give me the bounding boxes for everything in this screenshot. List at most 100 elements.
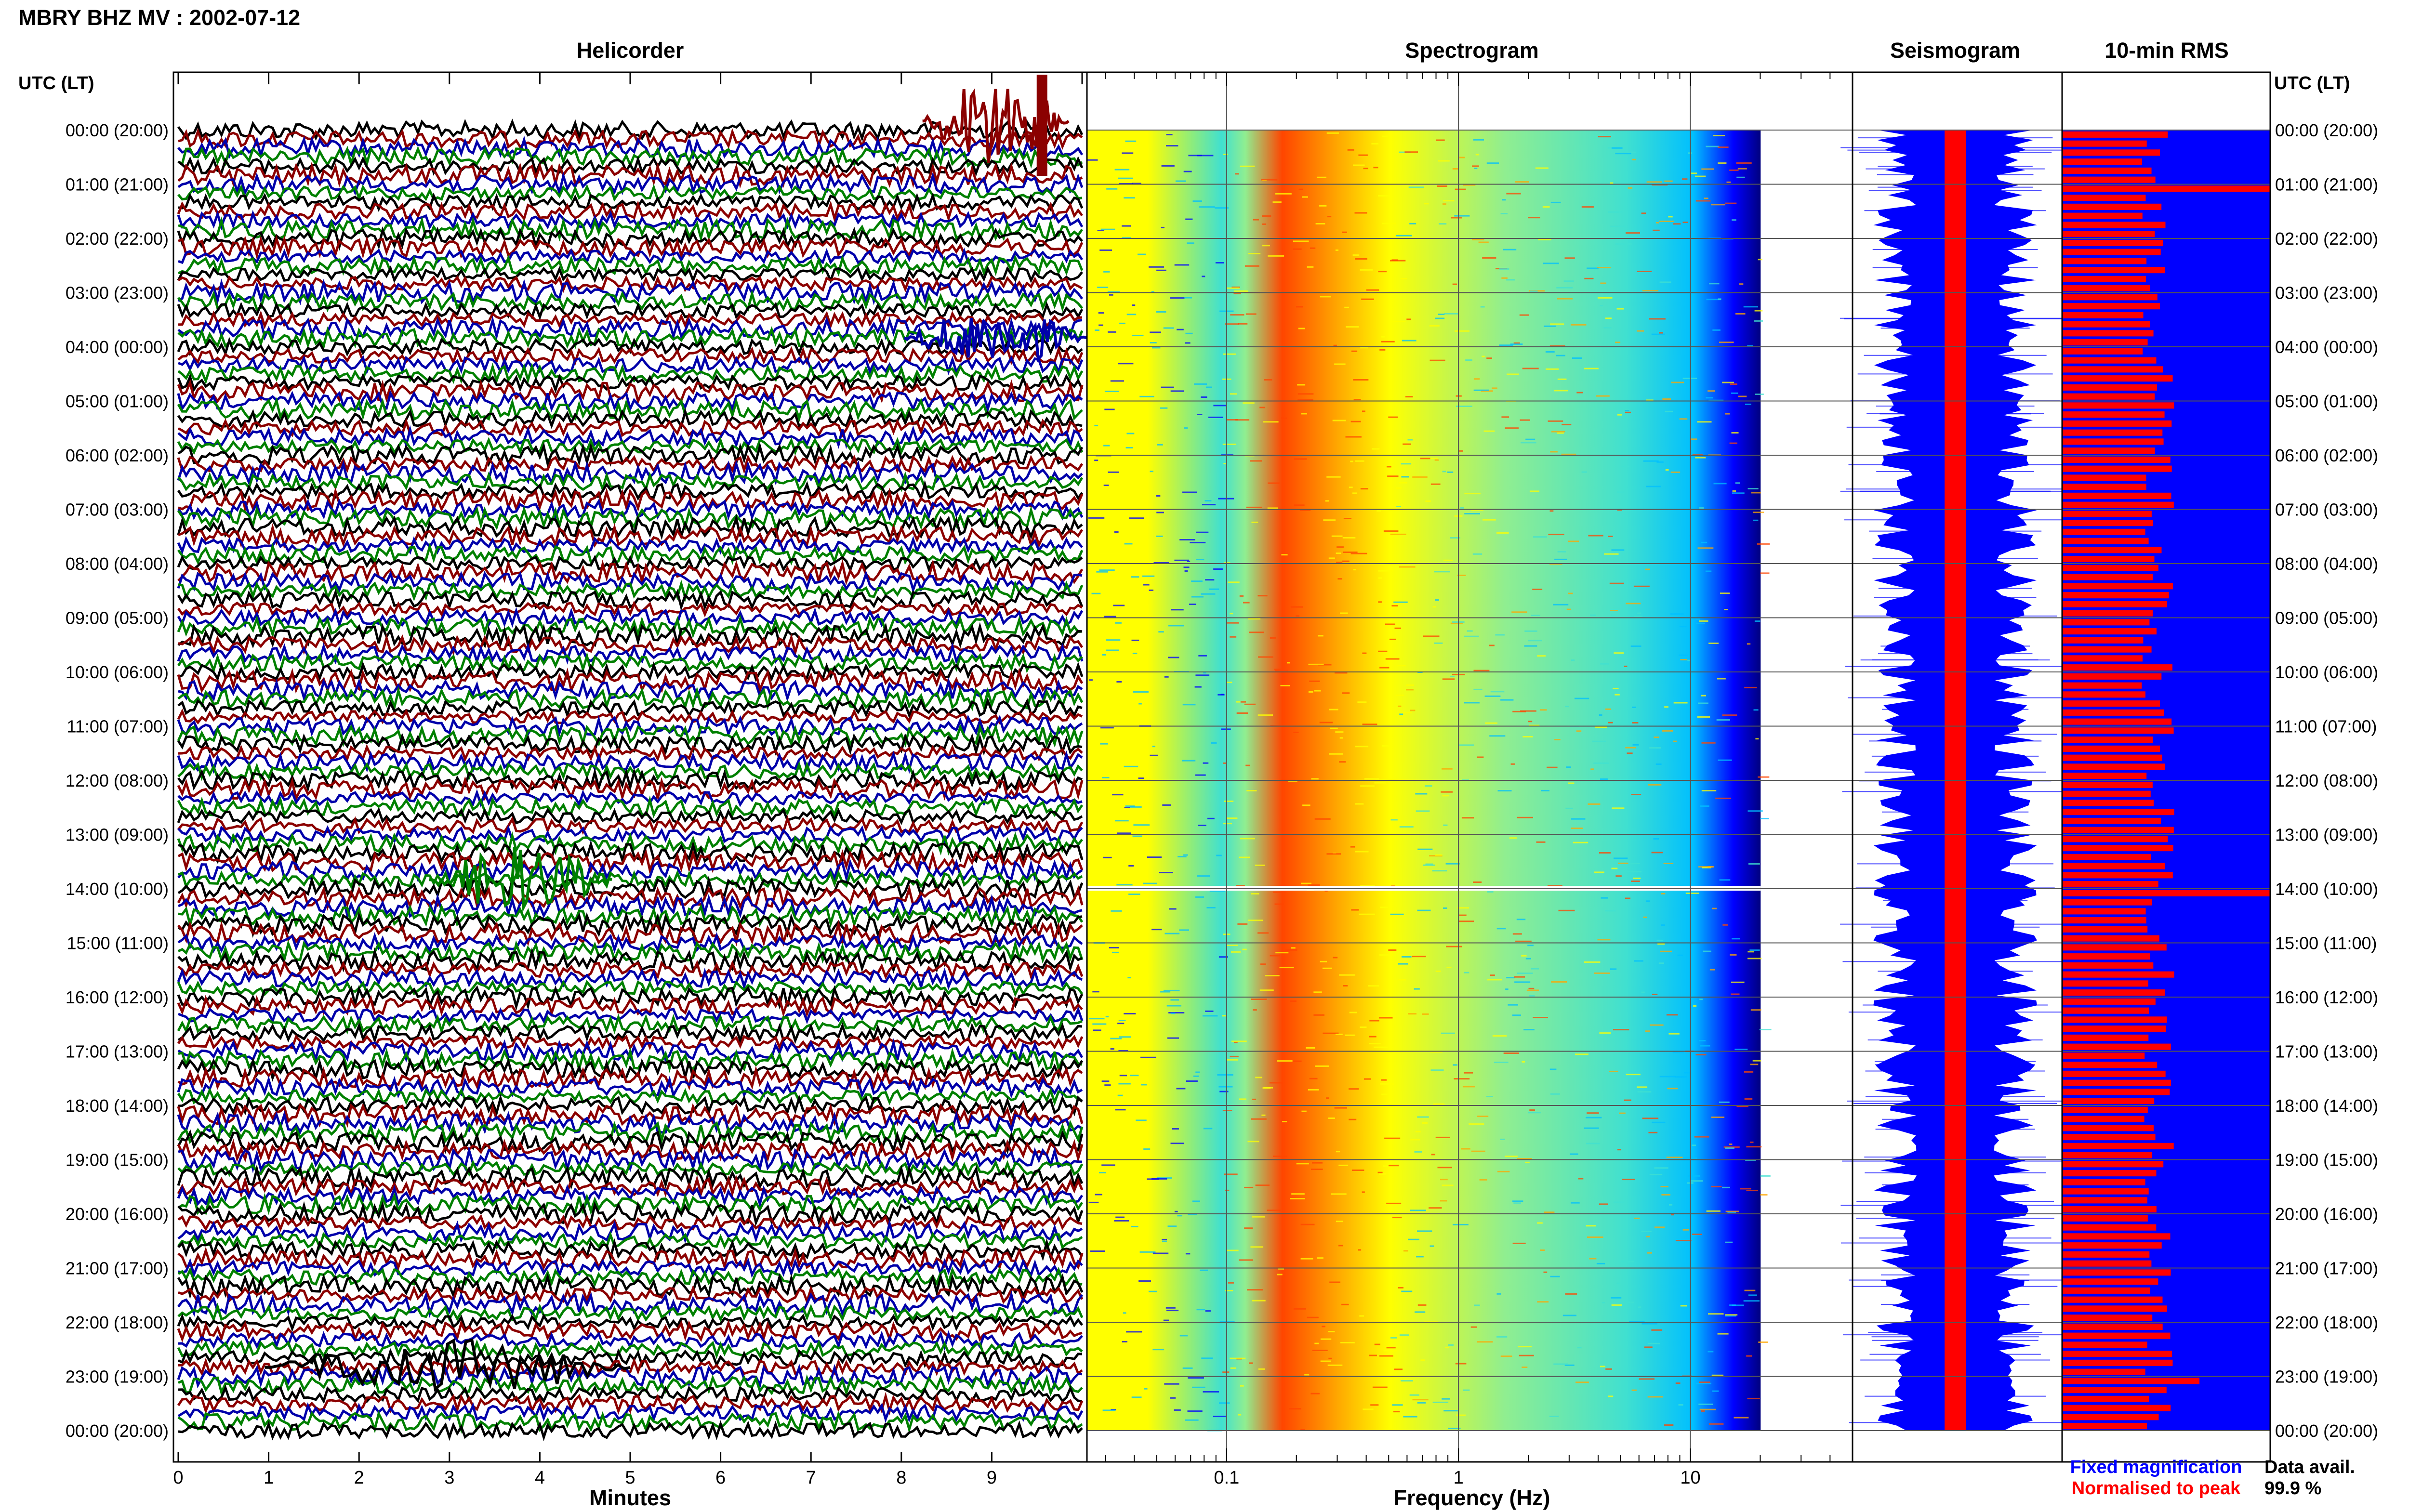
spectrogram-cell <box>1435 1136 1450 1138</box>
spectrogram-cell <box>1417 848 1433 850</box>
helicorder-trace <box>177 1119 1084 1145</box>
spectrogram-cell <box>1455 1363 1467 1365</box>
spectrogram-cell <box>1170 1012 1176 1014</box>
spectrogram-cell <box>1461 817 1474 819</box>
spectrogram-cell <box>1394 627 1401 629</box>
spectrogram-cell <box>1262 215 1271 217</box>
spectrogram-cell <box>1565 1293 1577 1295</box>
spectrogram-cell <box>1442 1184 1454 1186</box>
spectrogram-cell <box>1576 392 1583 394</box>
spectrogram-cell <box>1207 817 1215 819</box>
spectrogram-cell <box>1191 580 1203 582</box>
spectrogram-cell <box>1378 650 1388 652</box>
spectrogram-cell <box>1654 1167 1668 1169</box>
spectrogram-cell <box>1694 1136 1709 1138</box>
spectrogram-cell <box>1744 1289 1756 1291</box>
spectrogram-cell <box>1230 1367 1236 1369</box>
spectrogram-cell <box>1114 1220 1129 1222</box>
spectrogram-cell <box>1543 1271 1548 1273</box>
spectrogram-cell <box>1459 744 1474 746</box>
spectrogram-cell <box>1416 1256 1424 1258</box>
spectrogram-cell <box>1451 217 1462 219</box>
spectrogram-cell <box>1314 818 1331 820</box>
spectrogram-cell <box>1176 1088 1186 1090</box>
spectrogram-cell <box>1641 212 1646 214</box>
spectrogram-cell <box>1139 395 1154 397</box>
page-title: MBRY BHZ MV : 2002-07-12 <box>18 5 300 30</box>
spectrogram-cell <box>1378 1017 1393 1019</box>
spectrogram-cell <box>1118 177 1133 179</box>
rms-bar <box>2062 1278 2158 1285</box>
spectrogram-cell <box>1444 313 1458 315</box>
spectrogram-cell <box>1736 162 1752 164</box>
spectrogram-cell <box>1231 286 1240 288</box>
helicorder-event <box>903 318 1087 363</box>
spectrogram-cell <box>1385 658 1400 660</box>
spectrogram-cell <box>1712 1390 1719 1392</box>
spectrogram-cell <box>1614 857 1628 859</box>
spectrogram-cell <box>1402 340 1416 342</box>
rms-bar <box>2062 664 2172 671</box>
spectrogram-cell <box>1328 1357 1332 1359</box>
spectrogram-cell <box>1333 344 1337 346</box>
spectrogram-cell <box>1118 1083 1131 1085</box>
spectrogram-cell <box>1410 710 1416 711</box>
spectrogram-cell <box>1694 175 1706 177</box>
spectrogram-cell <box>1432 1401 1449 1403</box>
spectrogram-cell <box>1750 1009 1761 1011</box>
spectrogram-cell <box>1711 1374 1724 1376</box>
spectrogram-cell <box>1650 1024 1664 1026</box>
spectrogram-cell <box>1152 347 1161 349</box>
spectrogram-cell <box>1673 223 1681 225</box>
spectrogram-cell <box>1610 610 1618 611</box>
helicorder-trace <box>177 697 1083 719</box>
spectrogram-cell <box>1264 379 1272 381</box>
spectrogram-cell <box>1500 699 1514 701</box>
spectrogram-cell <box>1499 344 1513 346</box>
spectrogram-cell <box>1357 701 1367 703</box>
helicorder-x-tick-label: 6 <box>715 1468 726 1488</box>
spectrogram-cell <box>1396 694 1404 696</box>
spectrogram-cell <box>1557 551 1566 552</box>
spectrogram-cell <box>1215 262 1224 263</box>
rms-bar <box>2062 854 2151 860</box>
spectrogram-cell <box>1689 535 1694 537</box>
spectrogram-cell <box>1529 724 1540 726</box>
helicorder-trace <box>177 301 1084 321</box>
spectrogram-cell <box>1648 1131 1658 1133</box>
spectrogram-cell <box>1160 991 1171 993</box>
rms-bar <box>2062 781 2153 788</box>
spectrogram-cell <box>1344 306 1350 308</box>
spectrogram-cell <box>1568 540 1579 542</box>
spectrogram-cell <box>1133 824 1150 826</box>
helicorder-trace <box>177 184 1083 202</box>
spectrogram-cell <box>1758 776 1770 778</box>
helicorder-x-tick-label: 8 <box>896 1468 906 1488</box>
spectrogram-cell <box>1464 1072 1473 1074</box>
time-label-left: 01:00 (21:00) <box>66 175 169 195</box>
spectrogram-cell <box>1512 710 1526 712</box>
spectrogram-cell <box>1571 818 1586 820</box>
spectrogram-cell <box>1358 1249 1362 1251</box>
spectrogram-cell <box>1452 168 1458 170</box>
rms-bar <box>2062 574 2153 580</box>
spectrogram-cell <box>1204 500 1212 502</box>
spectrogram-cell <box>1473 389 1489 391</box>
spectrogram-cell <box>1673 702 1688 704</box>
spectrogram-cell <box>1240 1385 1244 1387</box>
rms-bar <box>2062 465 2172 472</box>
spectrogram-cell <box>1184 570 1188 572</box>
spectrogram-cell <box>1656 461 1664 463</box>
spectrogram-cell <box>1643 916 1647 918</box>
spectrogram-cell <box>1663 863 1674 864</box>
spectrogram-cell <box>1243 402 1255 404</box>
spectrogram-cell <box>1446 967 1452 968</box>
spectrogram-cell <box>1553 1363 1568 1365</box>
helicorder-trace <box>178 579 1084 602</box>
spectrogram-cell <box>1525 438 1535 440</box>
spectrogram-cell <box>1621 466 1629 467</box>
spectrogram-cell <box>1230 1357 1246 1359</box>
spectrogram-cell <box>1713 135 1725 136</box>
spectrogram-cell <box>1435 970 1441 972</box>
spectrogram-cell <box>1497 1170 1510 1172</box>
